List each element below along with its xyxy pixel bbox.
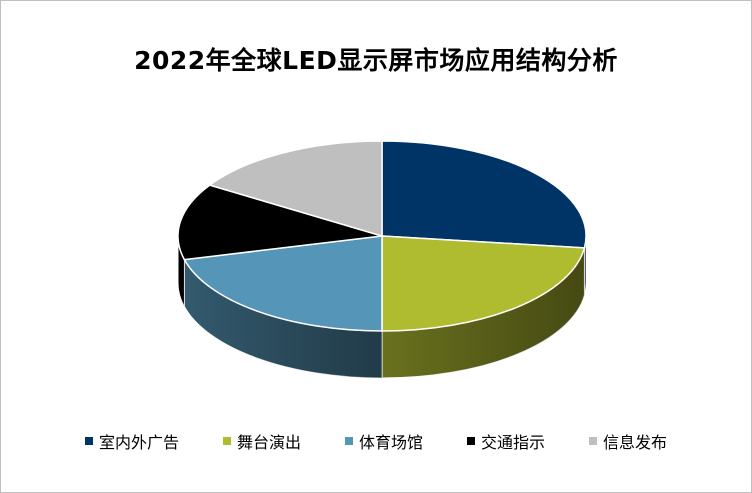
legend-item: 室内外广告 bbox=[84, 429, 179, 453]
legend-item: 体育场馆 bbox=[344, 429, 423, 453]
pie-side-shade-3 bbox=[184, 259, 382, 378]
pie-slices bbox=[177, 140, 587, 332]
legend-item: 舞台演出 bbox=[222, 429, 301, 453]
legend-label: 舞台演出 bbox=[236, 433, 301, 452]
legend-label: 信息发布 bbox=[603, 433, 668, 452]
chart-legend: 室内外广告 舞台演出 体育场馆 交通指示 信息发布 bbox=[1, 429, 751, 453]
legend-swatch bbox=[222, 437, 231, 445]
pie-slice-1 bbox=[381, 140, 587, 249]
legend-label: 交通指示 bbox=[481, 433, 546, 452]
legend-label: 室内外广告 bbox=[98, 433, 179, 452]
legend-label: 体育场馆 bbox=[358, 433, 423, 452]
chart-title: 2022年全球LED显示屏市场应用结构分析 bbox=[134, 46, 618, 75]
pie-side-shade-4 bbox=[178, 236, 185, 307]
legend-swatch bbox=[84, 437, 93, 445]
pie-slice-5 bbox=[208, 140, 383, 238]
legend-item: 信息发布 bbox=[589, 429, 667, 453]
legend-swatch bbox=[344, 437, 353, 445]
legend-swatch bbox=[589, 437, 598, 445]
pie-side-shade-2 bbox=[382, 247, 585, 379]
pie-slice-4 bbox=[177, 184, 383, 261]
pie-slice-3 bbox=[183, 235, 383, 332]
legend-swatch bbox=[467, 437, 475, 445]
pie-slice-2 bbox=[381, 235, 586, 332]
legend-item: 交通指示 bbox=[467, 429, 545, 453]
